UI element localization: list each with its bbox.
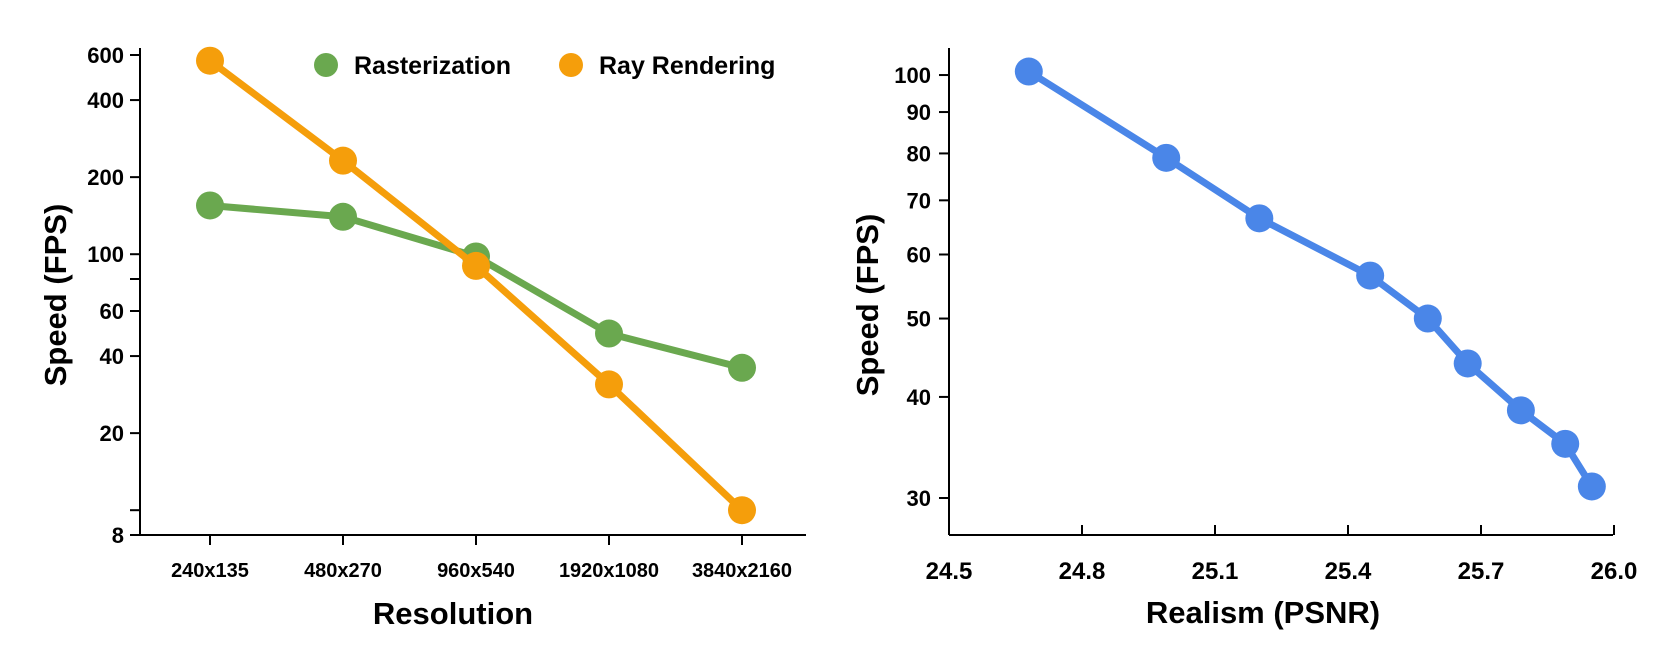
x-tick-label: 24.5 xyxy=(926,558,973,585)
data-point-rasterization xyxy=(728,353,756,382)
y-tick-label: 80 xyxy=(907,141,931,166)
data-point xyxy=(1551,429,1580,458)
data-point-ray-rendering xyxy=(595,370,623,399)
y-tick-label: 30 xyxy=(907,486,931,511)
data-point-rasterization xyxy=(196,191,224,220)
data-point xyxy=(1245,204,1274,233)
y-tick-label: 200 xyxy=(87,165,124,190)
y-tick-label: 20 xyxy=(100,421,124,446)
series-line-ray-rendering xyxy=(207,57,745,513)
data-point-rasterization xyxy=(595,319,623,348)
y-tick-label: 50 xyxy=(907,307,931,332)
chart-fps-vs-psnr: 30 40 50 60 70 80 90 100 24.5 24.8 25.1 25.4 25.7 26… xyxy=(850,48,1637,630)
y-tick-label: 8 xyxy=(112,523,124,548)
y-tick-label: 40 xyxy=(907,385,931,410)
legend-label-ray-rendering: Ray Rendering xyxy=(599,52,775,80)
data-point-ray-rendering xyxy=(196,46,224,75)
y-tick-label: 100 xyxy=(87,242,124,267)
x-tick-label: 3840x2160 xyxy=(692,560,792,582)
data-point-rasterization xyxy=(329,202,357,231)
y-tick-label: 600 xyxy=(87,43,124,68)
x-tick-label: 25.1 xyxy=(1192,558,1239,585)
y-tick-label: 60 xyxy=(100,299,124,324)
legend: Rasterization Ray Rendering xyxy=(314,52,775,80)
x-tick-label: 25.4 xyxy=(1325,558,1372,585)
y-axis-title: Speed (FPS) xyxy=(38,204,73,387)
x-tick-label: 240x135 xyxy=(171,560,249,582)
y-tick-label: 400 xyxy=(87,88,124,113)
y-tick-label: 100 xyxy=(894,63,931,88)
y-tick-label: 90 xyxy=(907,100,931,125)
chart-fps-vs-resolution: 8 20 40 60 100 200 400 600 240x135 480x270 960x54… xyxy=(38,43,806,631)
x-tick-label: 24.8 xyxy=(1059,558,1106,585)
legend-label-rasterization: Rasterization xyxy=(354,52,511,80)
y-axis-title: Speed (FPS) xyxy=(850,214,885,397)
series-line-rasterization xyxy=(209,201,743,372)
data-point xyxy=(1413,304,1442,333)
data-point xyxy=(1356,261,1385,290)
x-tick-label: 25.7 xyxy=(1458,558,1505,585)
data-point-ray-rendering xyxy=(329,146,357,175)
x-tick-label: 26.0 xyxy=(1591,558,1638,585)
data-point xyxy=(1152,143,1181,172)
x-tick-label: 480x270 xyxy=(304,560,382,582)
y-tick-label: 70 xyxy=(907,188,931,213)
data-point-ray-rendering xyxy=(462,251,490,280)
x-tick-label: 1920x1080 xyxy=(559,560,659,582)
y-tick-label: 60 xyxy=(907,242,931,267)
x-axis-title: Resolution xyxy=(373,596,533,631)
data-point xyxy=(1014,57,1043,86)
data-point-ray-rendering xyxy=(728,496,756,525)
legend-marker-ray-rendering xyxy=(559,53,583,77)
y-tick-label: 40 xyxy=(100,344,124,369)
series-line xyxy=(1026,68,1595,489)
data-point xyxy=(1453,349,1482,378)
x-axis-title: Realism (PSNR) xyxy=(1146,595,1380,630)
x-tick-label: 960x540 xyxy=(437,560,515,582)
data-point xyxy=(1506,396,1535,425)
data-point xyxy=(1577,472,1606,501)
legend-marker-rasterization xyxy=(314,53,338,77)
